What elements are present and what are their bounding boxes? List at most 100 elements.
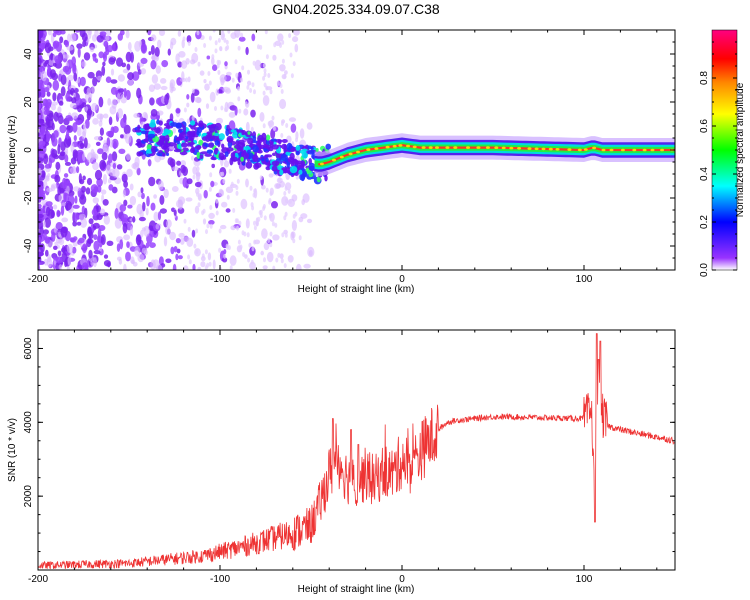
heatmap-ridge-spot <box>339 155 344 159</box>
heatmap-ridge-spot <box>620 148 625 152</box>
heatmap-cell <box>192 166 198 175</box>
heatmap-cell <box>198 194 202 200</box>
heatmap-cell <box>123 234 131 241</box>
heatmap-ridge-cell <box>265 134 271 141</box>
heatmap-cell <box>249 185 253 191</box>
heatmap-cell <box>107 98 112 106</box>
heatmap-ridge-cell <box>198 120 204 129</box>
heatmap-cell <box>150 259 156 270</box>
heatmap-cell <box>153 211 159 222</box>
heatmap-ridge-cell <box>271 144 279 150</box>
heatmap-cell <box>259 209 263 215</box>
heatmap-cell <box>287 254 294 263</box>
heatmap-cell <box>253 89 256 95</box>
heatmap-cell <box>191 229 196 238</box>
heatmap-cell <box>274 222 278 228</box>
heatmap-cell <box>97 148 104 155</box>
heatmap-ridge-cell <box>295 145 301 151</box>
heatmap-cell <box>179 77 187 82</box>
heatmap-cell <box>87 71 95 79</box>
heatmap-cell <box>186 178 193 185</box>
heatmap-cell <box>101 189 107 195</box>
heatmap-cell <box>178 51 186 58</box>
heatmap-cell <box>149 97 155 106</box>
heatmap-cell <box>48 158 52 169</box>
heatmap-cell <box>59 151 66 157</box>
heatmap-cell <box>67 33 71 43</box>
heatmap-cell <box>278 177 281 183</box>
heatmap-cell <box>140 68 147 75</box>
heatmap-cell <box>102 61 106 67</box>
heatmap-cell <box>241 65 245 71</box>
heatmap-cell <box>249 88 253 93</box>
heatmap-cell <box>83 52 91 61</box>
heatmap-cell <box>133 113 140 119</box>
heatmap-ridge-cell <box>230 129 236 133</box>
heatmap-cell <box>247 257 251 263</box>
heatmap-ridge-cell <box>198 139 204 146</box>
y-tick-label: 20 <box>23 96 34 108</box>
heatmap-ridge-cell <box>224 151 229 158</box>
heatmap-cell <box>262 90 266 96</box>
heatmap-cell <box>105 48 110 56</box>
heatmap-cell <box>306 218 313 224</box>
heatmap-ridge-cell <box>149 122 156 128</box>
heatmap-ridge-spot <box>567 148 572 151</box>
heatmap-cell <box>38 213 44 219</box>
heatmap-cell <box>163 188 169 199</box>
heatmap-cell <box>285 198 288 204</box>
heatmap-cell <box>122 189 126 198</box>
heatmap-ridge-cell <box>161 152 166 157</box>
heatmap-ridge-spot <box>577 148 582 152</box>
heatmap-cell <box>217 37 221 43</box>
heatmap-cell <box>53 204 58 210</box>
x-tick-label: -200 <box>28 274 48 285</box>
heatmap-cell <box>116 243 121 252</box>
heatmap-ridge-cell <box>252 144 259 153</box>
snr-series-line <box>38 333 675 570</box>
heatmap-cell <box>193 243 197 249</box>
heatmap-cell <box>140 187 144 194</box>
heatmap-cell <box>280 121 284 126</box>
heatmap-cell <box>112 168 120 178</box>
heatmap-cell <box>107 178 112 184</box>
heatmap-cell <box>202 208 206 214</box>
heatmap-ridge-cell <box>154 127 161 134</box>
heatmap-cell <box>298 235 302 241</box>
heatmap-ridge-cell <box>271 165 278 172</box>
heatmap-cell <box>178 199 183 210</box>
heatmap-cell <box>267 121 271 127</box>
heatmap-cell <box>122 222 128 234</box>
heatmap-ridge-spot <box>319 162 324 166</box>
heatmap-cell <box>138 216 146 222</box>
heatmap-ridge-cell <box>194 145 202 150</box>
heatmap-ridge-cell <box>291 159 299 165</box>
heatmap-cell <box>155 266 159 270</box>
heatmap-cell <box>126 153 131 161</box>
heatmap-cell <box>209 205 213 210</box>
heatmap-cell <box>269 231 273 237</box>
heatmap-ridge <box>134 118 675 185</box>
heatmap-cell <box>271 201 278 209</box>
heatmap-cell <box>249 261 256 270</box>
heatmap-cell <box>263 242 270 251</box>
heatmap-ridge-cell <box>204 153 212 157</box>
heatmap-ridge-cell <box>221 143 225 149</box>
heatmap-cells <box>38 30 315 270</box>
heatmap-cell <box>222 257 228 263</box>
heatmap-cell <box>92 53 97 62</box>
heatmap-ridge-cell <box>209 130 213 138</box>
heatmap-cell <box>283 73 287 79</box>
heatmap-cell <box>86 110 91 121</box>
heatmap-ridge-spot <box>412 145 417 149</box>
heatmap-ridge-cell <box>151 145 156 154</box>
heatmap-cell <box>252 192 256 198</box>
heatmap-cell <box>227 87 231 93</box>
heatmap-cell <box>46 257 53 268</box>
heatmap-cell <box>246 84 250 90</box>
heatmap-cell <box>55 256 63 264</box>
heatmap-cell <box>303 263 311 269</box>
heatmap-cell <box>166 219 172 228</box>
heatmap-cell <box>284 211 288 217</box>
heatmap-ridge-spot <box>517 147 522 150</box>
